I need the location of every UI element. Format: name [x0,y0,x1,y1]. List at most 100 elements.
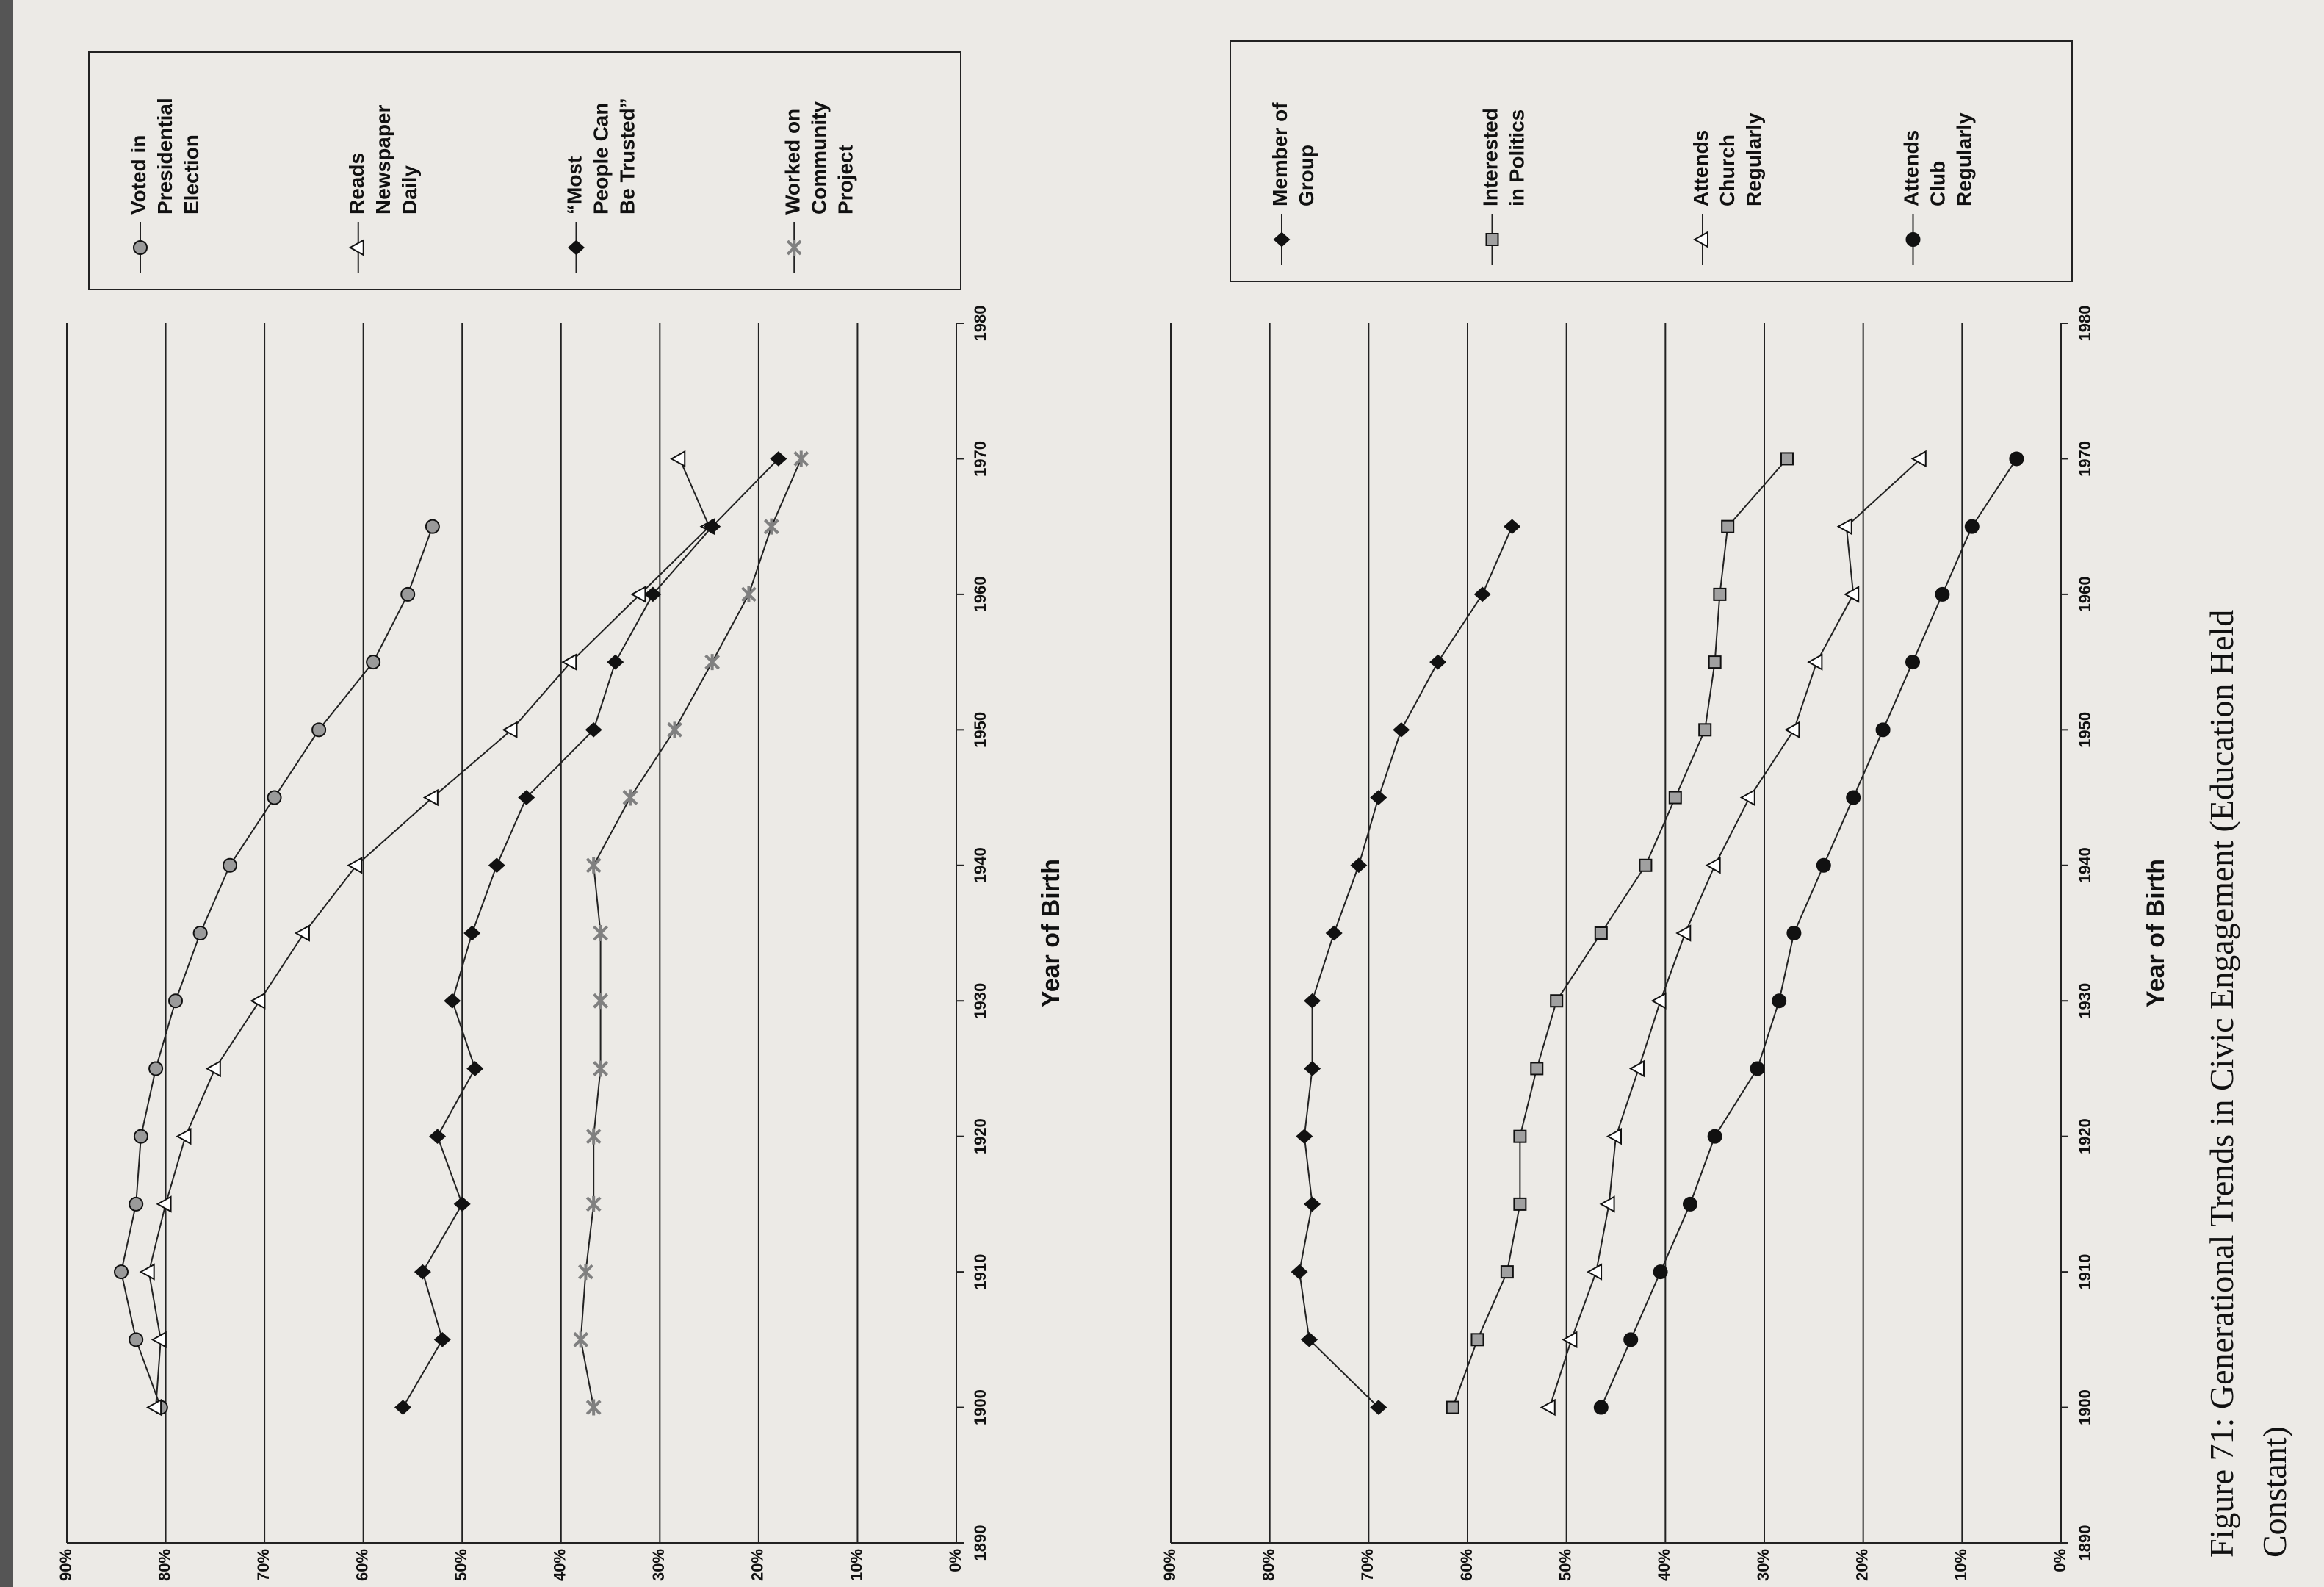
data-point [1594,926,1608,940]
series-line [120,526,433,1408]
data-point [667,721,682,738]
chart: 0% 10% 20% 30% 40% 50% 60% 70% 80% 90% 1890 1900 191… [57,51,1065,1581]
x-tick-label: 1930 [971,983,989,1019]
text-line: Attends [1900,124,1923,206]
data-point [1473,586,1491,602]
y-tick-label: 30% [649,1549,668,1581]
data-point [1675,924,1692,942]
y-tick-label: 10% [1952,1549,1970,1581]
data-point [1935,586,1950,602]
x-tick-label: 1940 [971,847,989,883]
data-point [1393,721,1410,738]
legend-label: Voted in Presidential Election [127,92,203,215]
data-point [1296,1129,1313,1145]
data-point [502,721,518,739]
figure-caption: Figure 71: Generational Trends in Civic … [2203,601,2293,1558]
data-point [433,1331,451,1347]
data-point [1750,1061,1765,1076]
data-point [593,993,609,1010]
data-point [294,924,310,942]
data-point [561,653,577,671]
text-line: Group [1295,145,1318,206]
data-point [146,1398,162,1417]
data-point [156,1195,172,1213]
y-tick-label: 10% [847,1549,865,1581]
data-point [578,1264,593,1281]
data-point [176,1127,192,1145]
text-line: in Politics [1506,109,1529,206]
data-point [1301,1331,1318,1347]
data-point [422,788,439,807]
data-point [394,1400,411,1415]
data-point [139,1263,155,1281]
data-point [1304,1196,1321,1212]
x-tick-label: 1900 [2076,1389,2094,1425]
data-point [573,1331,589,1348]
chart: 0% 10% 20% 30% 40% 50% 60% 70% 80% 90% 1890 1900 191… [1161,40,2170,1581]
data-point [1708,655,1722,669]
y-tick-label: 50% [1556,1549,1574,1581]
data-point [585,1399,602,1416]
data-point [1606,1127,1622,1145]
text-line: People Can [590,97,613,215]
data-point [1721,519,1735,533]
legend-marker [1485,233,1499,246]
y-tick-label: 80% [1259,1549,1277,1581]
data-point [1905,655,1920,670]
data-point [151,1331,167,1349]
x-tick-label: 1910 [2076,1254,2094,1290]
legend-label: Member of Group [1269,97,1318,206]
data-point [585,721,602,738]
data-point [429,1129,447,1145]
legend-marker [1905,232,1921,247]
series-line [1299,526,1513,1408]
y-tick-label: 20% [748,1549,767,1581]
data-point [518,790,535,805]
data-point [1446,1400,1459,1414]
data-point [205,1059,221,1078]
data-point [1504,519,1521,535]
data-point [1304,993,1321,1009]
data-point [1844,586,1860,603]
data-point [1713,587,1727,601]
data-point [793,450,809,467]
data-point [585,1195,602,1212]
x-tick-label: 1920 [2076,1118,2094,1154]
data-point [1698,723,1712,737]
x-tick-label: 1980 [971,306,989,342]
x-tick-label: 1890 [971,1525,989,1561]
x-axis-title: Year of Birth [2142,859,2170,1007]
y-tick-label: 90% [57,1549,75,1581]
data-point [1836,517,1852,536]
data-point [1807,653,1823,671]
data-point [670,450,686,468]
text-line: Election [180,134,203,215]
caption-group: Figure 71: Generational Trends in Civic … [2203,601,2293,1558]
data-point [1780,452,1794,466]
data-point [133,1129,148,1144]
legend-box [1230,40,2073,282]
data-point [444,993,461,1009]
data-point [1786,926,1802,940]
data-point [585,1128,602,1145]
data-point [347,857,363,874]
x-tick-label: 1950 [971,712,989,748]
data-point [223,857,238,873]
x-tick-label: 1950 [2076,712,2094,748]
data-point [1470,1333,1484,1347]
text-line: Figure 71: Generational Trends in Civic … [2203,601,2240,1558]
data-point [1875,722,1891,738]
data-point [466,1061,484,1076]
text-line: Attends [1689,124,1712,206]
data-point [1964,519,1980,534]
data-point [770,451,787,467]
text-line: Presidential [154,92,176,215]
data-point [1350,857,1368,874]
legend-marker [133,240,148,255]
text-line: Regularly [1953,112,1976,206]
y-tick-label: 50% [452,1549,470,1581]
data-point [644,586,662,602]
y-tick-label: 70% [254,1549,273,1581]
y-tick-label: 0% [2051,1549,2069,1572]
